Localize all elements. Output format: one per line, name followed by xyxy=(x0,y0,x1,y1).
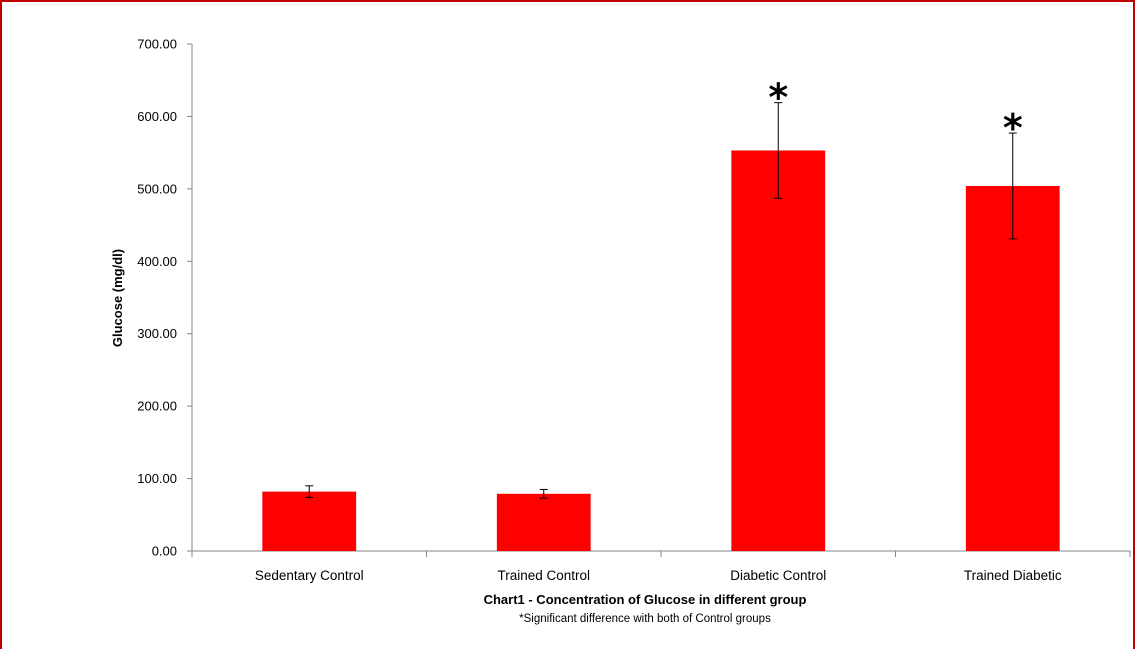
y-tick-label: 500.00 xyxy=(137,181,177,196)
y-tick-label: 100.00 xyxy=(137,471,177,486)
significance-marker: * xyxy=(768,76,788,120)
bar xyxy=(496,493,591,551)
frame-left-border xyxy=(0,0,2,649)
frame-right-border xyxy=(1133,0,1135,649)
bar xyxy=(965,185,1060,551)
y-tick-label: 200.00 xyxy=(137,399,177,414)
chart-note: *Significant difference with both of Con… xyxy=(519,613,771,625)
chart-title: Chart1 - Concentration of Glucose in dif… xyxy=(484,592,807,607)
y-tick-label: 700.00 xyxy=(137,37,177,52)
y-axis: 0.00 100.00 200.00 300.00 400.00 500.00 600.00… xyxy=(137,37,193,559)
error-bars xyxy=(305,102,1017,499)
significance-marker: * xyxy=(1003,106,1023,150)
frame-top-border xyxy=(0,0,1135,2)
bars xyxy=(262,150,1060,551)
bar xyxy=(731,150,826,551)
y-axis-title: Glucose (mg/dl) xyxy=(110,249,125,347)
x-tick-label: Trained Diabetic xyxy=(964,568,1062,583)
x-tick-label: Diabetic Control xyxy=(730,568,826,583)
x-axis: Sedentary Control Trained Control Diabetic… xyxy=(191,550,1131,583)
y-tick-label: 300.00 xyxy=(137,326,177,341)
y-tick-label: 0.00 xyxy=(152,544,177,559)
x-tick-label: Sedentary Control xyxy=(255,568,364,583)
y-tick-label: 400.00 xyxy=(137,254,177,269)
x-tick-label: Trained Control xyxy=(497,568,590,583)
significance-markers: ** xyxy=(768,76,1023,150)
bar xyxy=(262,491,357,551)
y-tick-label: 600.00 xyxy=(137,109,177,124)
